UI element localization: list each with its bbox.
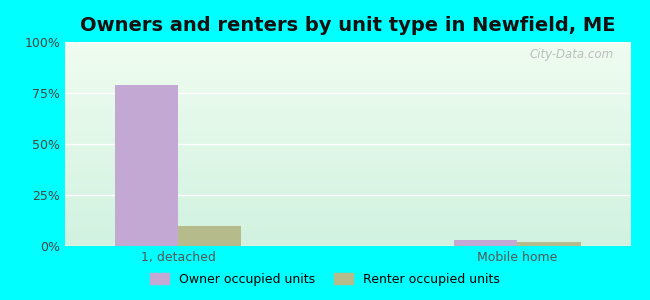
Title: Owners and renters by unit type in Newfield, ME: Owners and renters by unit type in Newfi… [80, 16, 616, 35]
Bar [517, 242, 580, 246]
Legend: Owner occupied units, Renter occupied units: Owner occupied units, Renter occupied un… [146, 268, 504, 291]
Bar [454, 240, 517, 246]
Text: City-Data.com: City-Data.com [529, 48, 614, 61]
Bar [115, 85, 178, 246]
Bar [178, 226, 241, 246]
